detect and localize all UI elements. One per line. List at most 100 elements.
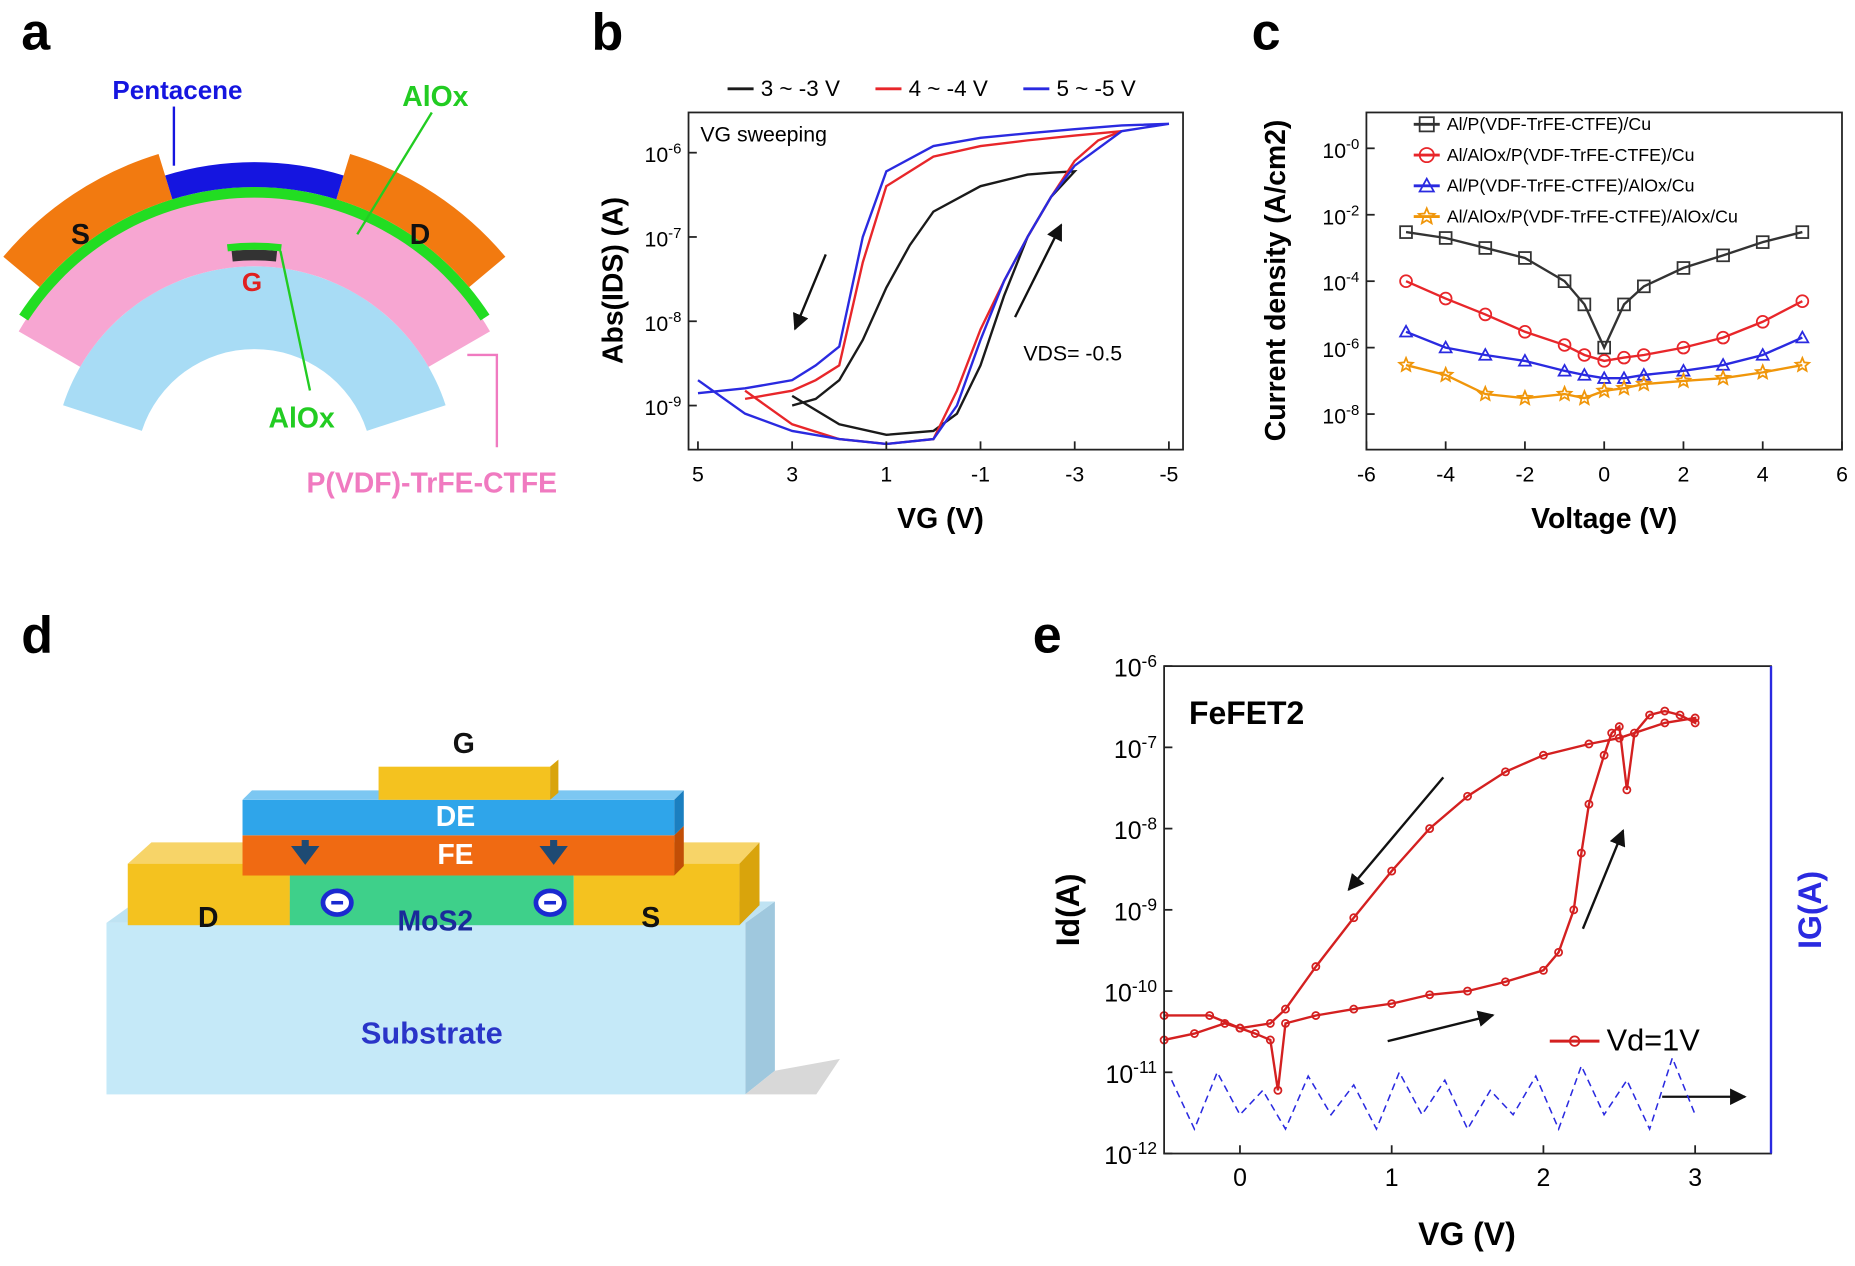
panel-label: d xyxy=(21,607,53,665)
tick-base: 10 xyxy=(645,143,669,167)
marker xyxy=(1615,378,1633,396)
gate-alox-arc xyxy=(226,242,282,252)
legend-label: 4 ~ -4 V xyxy=(909,76,988,101)
sweep-arrow xyxy=(1387,1010,1495,1043)
marker xyxy=(1755,235,1770,249)
marker xyxy=(1793,355,1812,373)
dielectric-label: DE xyxy=(436,801,475,833)
pointer-line xyxy=(356,111,433,235)
annotation: FeFET2 xyxy=(1189,695,1304,731)
sweep-arrow xyxy=(1347,776,1445,891)
y-tick-label: 10-8 xyxy=(645,310,682,335)
marker xyxy=(1557,363,1572,377)
sweep-arrow xyxy=(793,253,827,331)
y-tick-label: 10-9 xyxy=(1114,894,1157,926)
tick-exponent: -7 xyxy=(1142,732,1157,752)
marker xyxy=(1478,307,1493,322)
y-tick-label: 10-7 xyxy=(1114,732,1157,764)
y-tick-label: 10-12 xyxy=(1104,1138,1157,1170)
y-tick-label: 10-8 xyxy=(1114,813,1157,845)
marker xyxy=(1478,241,1493,255)
marker xyxy=(1273,1085,1283,1095)
gate-arc xyxy=(231,249,278,262)
drain-label: D xyxy=(198,902,219,934)
marker xyxy=(1416,205,1437,226)
x-tick-label: 1 xyxy=(880,462,892,486)
marker xyxy=(1205,1011,1215,1020)
x-tick-label: 1 xyxy=(1385,1165,1399,1192)
marker xyxy=(1418,147,1435,164)
source-side xyxy=(739,842,760,926)
y-axis-label: Current density (A/cm2) xyxy=(1260,120,1292,442)
diagram-a: Pentacene AlOx S D G AlOx P(VDF)-TrFE-CTFE xyxy=(3,75,557,500)
marker xyxy=(1599,750,1609,760)
alox_gate-label: AlOx xyxy=(269,403,335,435)
x-tick-label: 4 xyxy=(1757,462,1769,486)
x-tick-label: -5 xyxy=(1159,462,1178,486)
tick-exponent: -8 xyxy=(1346,403,1359,419)
tick-exponent: -12 xyxy=(1132,1138,1157,1158)
tick-exponent: -9 xyxy=(668,394,681,410)
x-tick-label: 3 xyxy=(786,462,798,486)
dielectric-layer xyxy=(242,799,675,836)
tick-exponent: -6 xyxy=(1142,650,1157,670)
tick-base: 10 xyxy=(1104,1143,1132,1170)
sweep-arrow xyxy=(1581,829,1626,930)
y-tick-label: 10-2 xyxy=(1322,204,1359,229)
marker xyxy=(1235,1023,1245,1033)
substrate-side xyxy=(745,901,775,1095)
tick-base: 10 xyxy=(1114,818,1142,845)
marker xyxy=(1595,381,1614,399)
marker xyxy=(1660,706,1670,716)
marker xyxy=(1436,365,1455,383)
x-tick-label: -6 xyxy=(1357,462,1376,486)
marker xyxy=(1538,750,1548,760)
marker xyxy=(1515,388,1534,406)
marker xyxy=(1438,231,1453,245)
x-tick-label: 0 xyxy=(1233,1165,1247,1192)
marker xyxy=(1349,1004,1359,1014)
annotation: VG sweeping xyxy=(700,123,827,147)
source-label: S xyxy=(71,219,90,251)
drain-label: D xyxy=(410,219,431,251)
tick-exponent: -10 xyxy=(1132,975,1157,995)
y-tick-label: 10-6 xyxy=(645,141,682,166)
x-axis-label: Voltage (V) xyxy=(1531,503,1677,535)
tick-base: 10 xyxy=(1114,655,1142,682)
marker xyxy=(1636,367,1652,381)
x-tick-label: -3 xyxy=(1065,462,1084,486)
y-tick-label: 10-10 xyxy=(1104,975,1157,1007)
y-axis-label: Id(A) xyxy=(1050,873,1086,946)
ferroelectric-layer xyxy=(242,835,675,876)
gate-label: G xyxy=(453,728,475,760)
marker xyxy=(1584,799,1594,809)
x-tick-label: -4 xyxy=(1436,462,1455,486)
marker xyxy=(1438,291,1453,306)
x-tick-label: 6 xyxy=(1836,462,1848,486)
legend-label: Al/AlOx/P(VDF-TrFE-CTFE)/AlOx/Cu xyxy=(1447,206,1738,226)
alox-arc xyxy=(19,186,490,321)
marker xyxy=(1576,367,1592,381)
de-side xyxy=(674,790,684,836)
ferroelectric-label: FE xyxy=(437,839,473,871)
legend-label: 3 ~ -3 V xyxy=(761,76,840,101)
tick-base: 10 xyxy=(1322,404,1346,428)
series-line xyxy=(1405,280,1803,363)
marker xyxy=(1517,353,1533,367)
marker xyxy=(1518,324,1532,339)
tick-exponent: -9 xyxy=(1142,894,1157,914)
marker xyxy=(1398,324,1414,338)
marker xyxy=(1557,338,1572,352)
marker xyxy=(1676,340,1691,355)
marker xyxy=(1617,350,1631,365)
marker xyxy=(1311,1011,1321,1020)
legend-label: Al/P(VDF-TrFE-CTFE)/Cu xyxy=(1447,114,1651,134)
series-line xyxy=(1405,363,1803,400)
marker xyxy=(1538,965,1548,975)
y-tick-label: 10-6 xyxy=(1322,336,1359,361)
marker xyxy=(1418,176,1436,193)
panel-label: e xyxy=(1033,607,1062,665)
legend-label: Vd=1V xyxy=(1607,1022,1701,1057)
